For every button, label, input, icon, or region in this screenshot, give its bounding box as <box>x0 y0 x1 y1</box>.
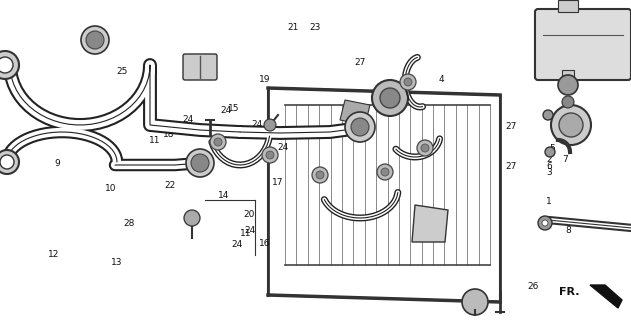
Text: 24: 24 <box>220 106 232 115</box>
Text: 24: 24 <box>252 120 263 129</box>
Polygon shape <box>340 100 370 125</box>
Circle shape <box>421 144 429 152</box>
Text: 12: 12 <box>7 156 18 164</box>
Text: 11: 11 <box>240 229 252 238</box>
Text: 28: 28 <box>124 220 135 228</box>
Circle shape <box>345 112 375 142</box>
Circle shape <box>545 147 555 157</box>
Circle shape <box>559 113 583 137</box>
Circle shape <box>191 154 209 172</box>
Text: 14: 14 <box>218 191 230 200</box>
Text: 8: 8 <box>565 226 571 235</box>
Text: 21: 21 <box>288 23 299 32</box>
Circle shape <box>562 96 574 108</box>
Text: 1: 1 <box>546 197 552 206</box>
Circle shape <box>264 119 276 131</box>
Text: 24: 24 <box>231 240 242 249</box>
Text: 27: 27 <box>354 58 365 67</box>
Circle shape <box>86 31 104 49</box>
Text: 24: 24 <box>182 116 194 124</box>
Bar <box>562 70 574 88</box>
Text: 16: 16 <box>259 239 271 248</box>
Text: 24: 24 <box>277 143 288 152</box>
Text: 25: 25 <box>116 68 127 76</box>
Circle shape <box>214 138 222 146</box>
Text: 11: 11 <box>149 136 160 145</box>
Circle shape <box>551 105 591 145</box>
Bar <box>558 0 578 12</box>
Circle shape <box>404 78 412 86</box>
Text: 22: 22 <box>165 181 176 190</box>
Text: 20: 20 <box>244 210 255 219</box>
Circle shape <box>462 289 488 315</box>
Circle shape <box>542 220 548 226</box>
Text: 4: 4 <box>439 76 444 84</box>
Text: 5: 5 <box>549 144 555 153</box>
Text: 13: 13 <box>111 258 122 267</box>
Text: 26: 26 <box>528 282 539 291</box>
Circle shape <box>372 80 408 116</box>
Circle shape <box>312 167 328 183</box>
Text: 27: 27 <box>505 162 517 171</box>
FancyBboxPatch shape <box>183 54 217 80</box>
Polygon shape <box>412 205 448 242</box>
Circle shape <box>0 150 19 174</box>
Text: 3: 3 <box>546 168 552 177</box>
Text: FR.: FR. <box>560 287 580 297</box>
Text: 18: 18 <box>163 130 175 139</box>
Circle shape <box>0 57 13 73</box>
Circle shape <box>262 147 278 163</box>
FancyBboxPatch shape <box>535 9 631 80</box>
Circle shape <box>380 88 400 108</box>
Circle shape <box>543 110 553 120</box>
Text: 9: 9 <box>54 159 60 168</box>
Text: 24: 24 <box>244 226 256 235</box>
Text: 12: 12 <box>48 250 59 259</box>
Text: 7: 7 <box>562 156 568 164</box>
Circle shape <box>266 151 274 159</box>
Circle shape <box>210 134 226 150</box>
Circle shape <box>381 168 389 176</box>
Circle shape <box>184 210 200 226</box>
Text: 19: 19 <box>259 76 271 84</box>
Circle shape <box>400 74 416 90</box>
Text: 23: 23 <box>310 23 321 32</box>
Circle shape <box>316 171 324 179</box>
Circle shape <box>0 155 14 169</box>
Circle shape <box>81 26 109 54</box>
Circle shape <box>417 140 433 156</box>
Text: 2: 2 <box>546 156 551 164</box>
Circle shape <box>351 118 369 136</box>
Text: 10: 10 <box>105 184 116 193</box>
Text: 6: 6 <box>546 162 552 171</box>
Circle shape <box>0 51 19 79</box>
Circle shape <box>377 164 393 180</box>
Polygon shape <box>590 285 622 308</box>
Text: 15: 15 <box>228 104 239 113</box>
Text: 27: 27 <box>505 122 517 131</box>
Circle shape <box>186 149 214 177</box>
Text: 17: 17 <box>272 178 283 187</box>
Circle shape <box>538 216 552 230</box>
Circle shape <box>558 75 578 95</box>
